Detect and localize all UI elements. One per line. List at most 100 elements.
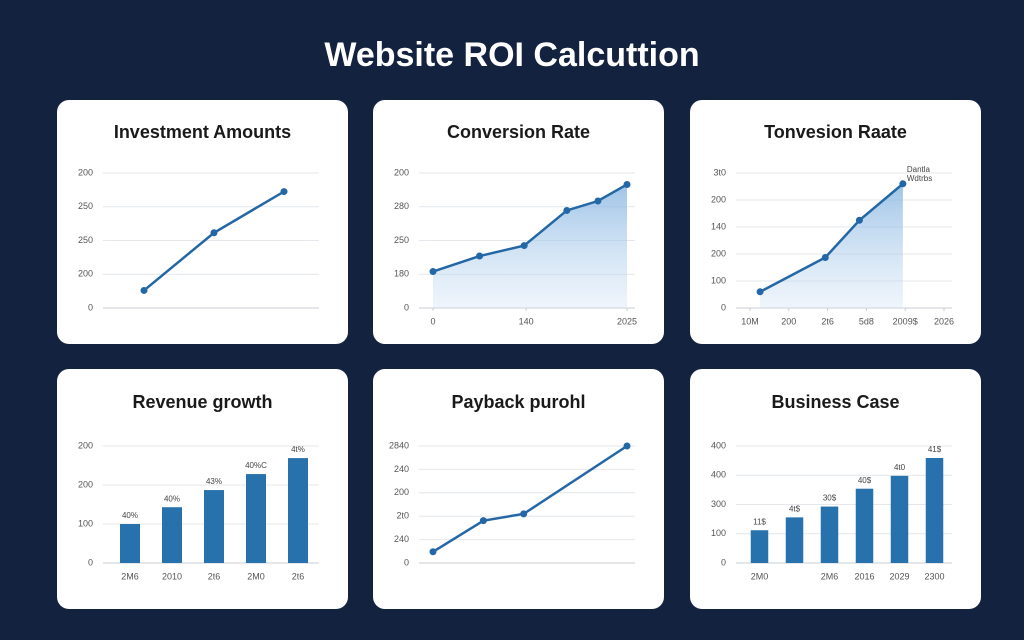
line: [432, 183, 628, 273]
bar: [120, 524, 140, 563]
y-tick-label: 0: [88, 302, 93, 312]
y-tick-label: 400: [711, 470, 726, 480]
x-tick-label: 2010: [162, 571, 182, 581]
bar: [890, 475, 909, 563]
y-tick-label: 3t0: [713, 167, 726, 177]
x-tick-label: 2026: [934, 316, 954, 326]
y-tick-label: 250: [394, 235, 409, 245]
x-tick-label: 10M: [741, 316, 759, 326]
point: [899, 180, 907, 188]
bar: [288, 458, 308, 563]
chart-title: Conversion Rate: [447, 122, 590, 142]
y-tick-label: 100: [711, 528, 726, 538]
bar-annotation: 43%: [206, 477, 222, 486]
line: [759, 182, 904, 293]
y-tick-label: 200: [711, 248, 726, 258]
chart-title: Tonvesion Raate: [764, 122, 907, 142]
y-tick-label: 0: [88, 557, 93, 567]
panel-card: [57, 100, 348, 344]
y-tick-label: 2t0: [396, 511, 409, 521]
x-tick-label: 2009$: [893, 316, 918, 326]
point: [476, 252, 484, 260]
line: [432, 444, 628, 553]
bar-annotation: 41$: [928, 445, 942, 454]
annotation: Dantla: [907, 165, 931, 174]
chart-panel: Payback purohl 0 240 2t0 200 240 2840: [373, 369, 664, 609]
bar-annotation: 11$: [753, 517, 766, 526]
x-tick-label: 2M0: [247, 571, 265, 581]
point: [140, 286, 148, 294]
y-tick-label: 100: [78, 518, 93, 528]
bar-annotation: 4t0: [894, 463, 906, 472]
chart-panel: Revenue growth 0 100 200 200 2M6 2010 2t6 2M0 2t6…: [57, 369, 348, 609]
point: [623, 442, 631, 450]
y-tick-label: 200: [711, 194, 726, 204]
y-tick-label: 0: [404, 557, 409, 567]
y-tick-label: 0: [404, 302, 409, 312]
bar: [246, 474, 266, 563]
chart-panel: Conversion Rate 0 180 250 280 200 0 140 2025: [373, 100, 664, 344]
y-tick-label: 240: [394, 534, 409, 544]
bar-annotation: 40%: [122, 511, 138, 520]
bar-annotation: 4t%: [291, 445, 305, 454]
y-tick-label: 180: [394, 269, 409, 279]
point: [623, 180, 631, 188]
x-tick-label: 2300: [924, 571, 944, 581]
point: [756, 288, 764, 296]
y-tick-label: 400: [711, 440, 726, 450]
y-tick-label: 200: [78, 440, 93, 450]
chart-panel: Tonvesion Raate 0 100 200 140 200 3t0 10M 200 2t6…: [690, 100, 981, 344]
point: [563, 206, 571, 214]
bar: [820, 506, 839, 563]
bar: [785, 517, 804, 563]
x-tick-label: 2M6: [821, 571, 839, 581]
y-tick-label: 2840: [389, 440, 409, 450]
bar-annotation: 30$: [823, 494, 837, 503]
x-tick-label: 140: [519, 316, 534, 326]
point: [520, 242, 528, 250]
y-tick-label: 240: [394, 464, 409, 474]
y-tick-label: 300: [711, 499, 726, 509]
bar: [162, 507, 182, 563]
point: [210, 229, 218, 237]
point: [821, 254, 829, 262]
y-tick-label: 200: [78, 269, 93, 279]
x-tick-label: 2M0: [751, 571, 769, 581]
chart-panel: Investment Amounts 0 200 250 250 200: [57, 100, 348, 344]
y-tick-label: 100: [711, 275, 726, 285]
y-tick-label: 200: [78, 479, 93, 489]
chart-title: Investment Amounts: [114, 122, 291, 142]
annotation: Wdtrbs: [907, 174, 932, 183]
chart-panel: Business Case 0 100 300 400 400 2M0 2M6 2016 2029…: [690, 369, 981, 609]
x-tick-label: 0: [430, 316, 435, 326]
bar: [750, 530, 769, 563]
point: [280, 188, 288, 196]
chart-title: Revenue growth: [132, 392, 272, 412]
point: [855, 216, 863, 224]
x-tick-label: 2t6: [821, 316, 834, 326]
y-tick-label: 0: [721, 557, 726, 567]
point: [594, 197, 602, 205]
y-tick-label: 250: [78, 201, 93, 211]
x-tick-label: 2016: [854, 571, 874, 581]
bar-annotation: 4t$: [789, 504, 801, 513]
bar: [925, 457, 944, 563]
point: [429, 548, 437, 556]
chart-title: Business Case: [771, 392, 899, 412]
y-tick-label: 200: [394, 487, 409, 497]
x-tick-label: 5d8: [859, 316, 874, 326]
y-tick-label: 0: [721, 302, 726, 312]
area: [433, 184, 627, 308]
point: [479, 517, 487, 525]
y-tick-label: 280: [394, 201, 409, 211]
chart-title: Payback purohl: [451, 392, 585, 412]
y-tick-label: 200: [78, 167, 93, 177]
panel-card: [690, 100, 981, 344]
bar-annotation: 40$: [858, 476, 872, 485]
x-tick-label: 2M6: [121, 571, 139, 581]
x-tick-label: 2t6: [292, 571, 305, 581]
page-title: Website ROI Calcuttion: [324, 36, 699, 74]
x-tick-label: 2t6: [208, 571, 221, 581]
